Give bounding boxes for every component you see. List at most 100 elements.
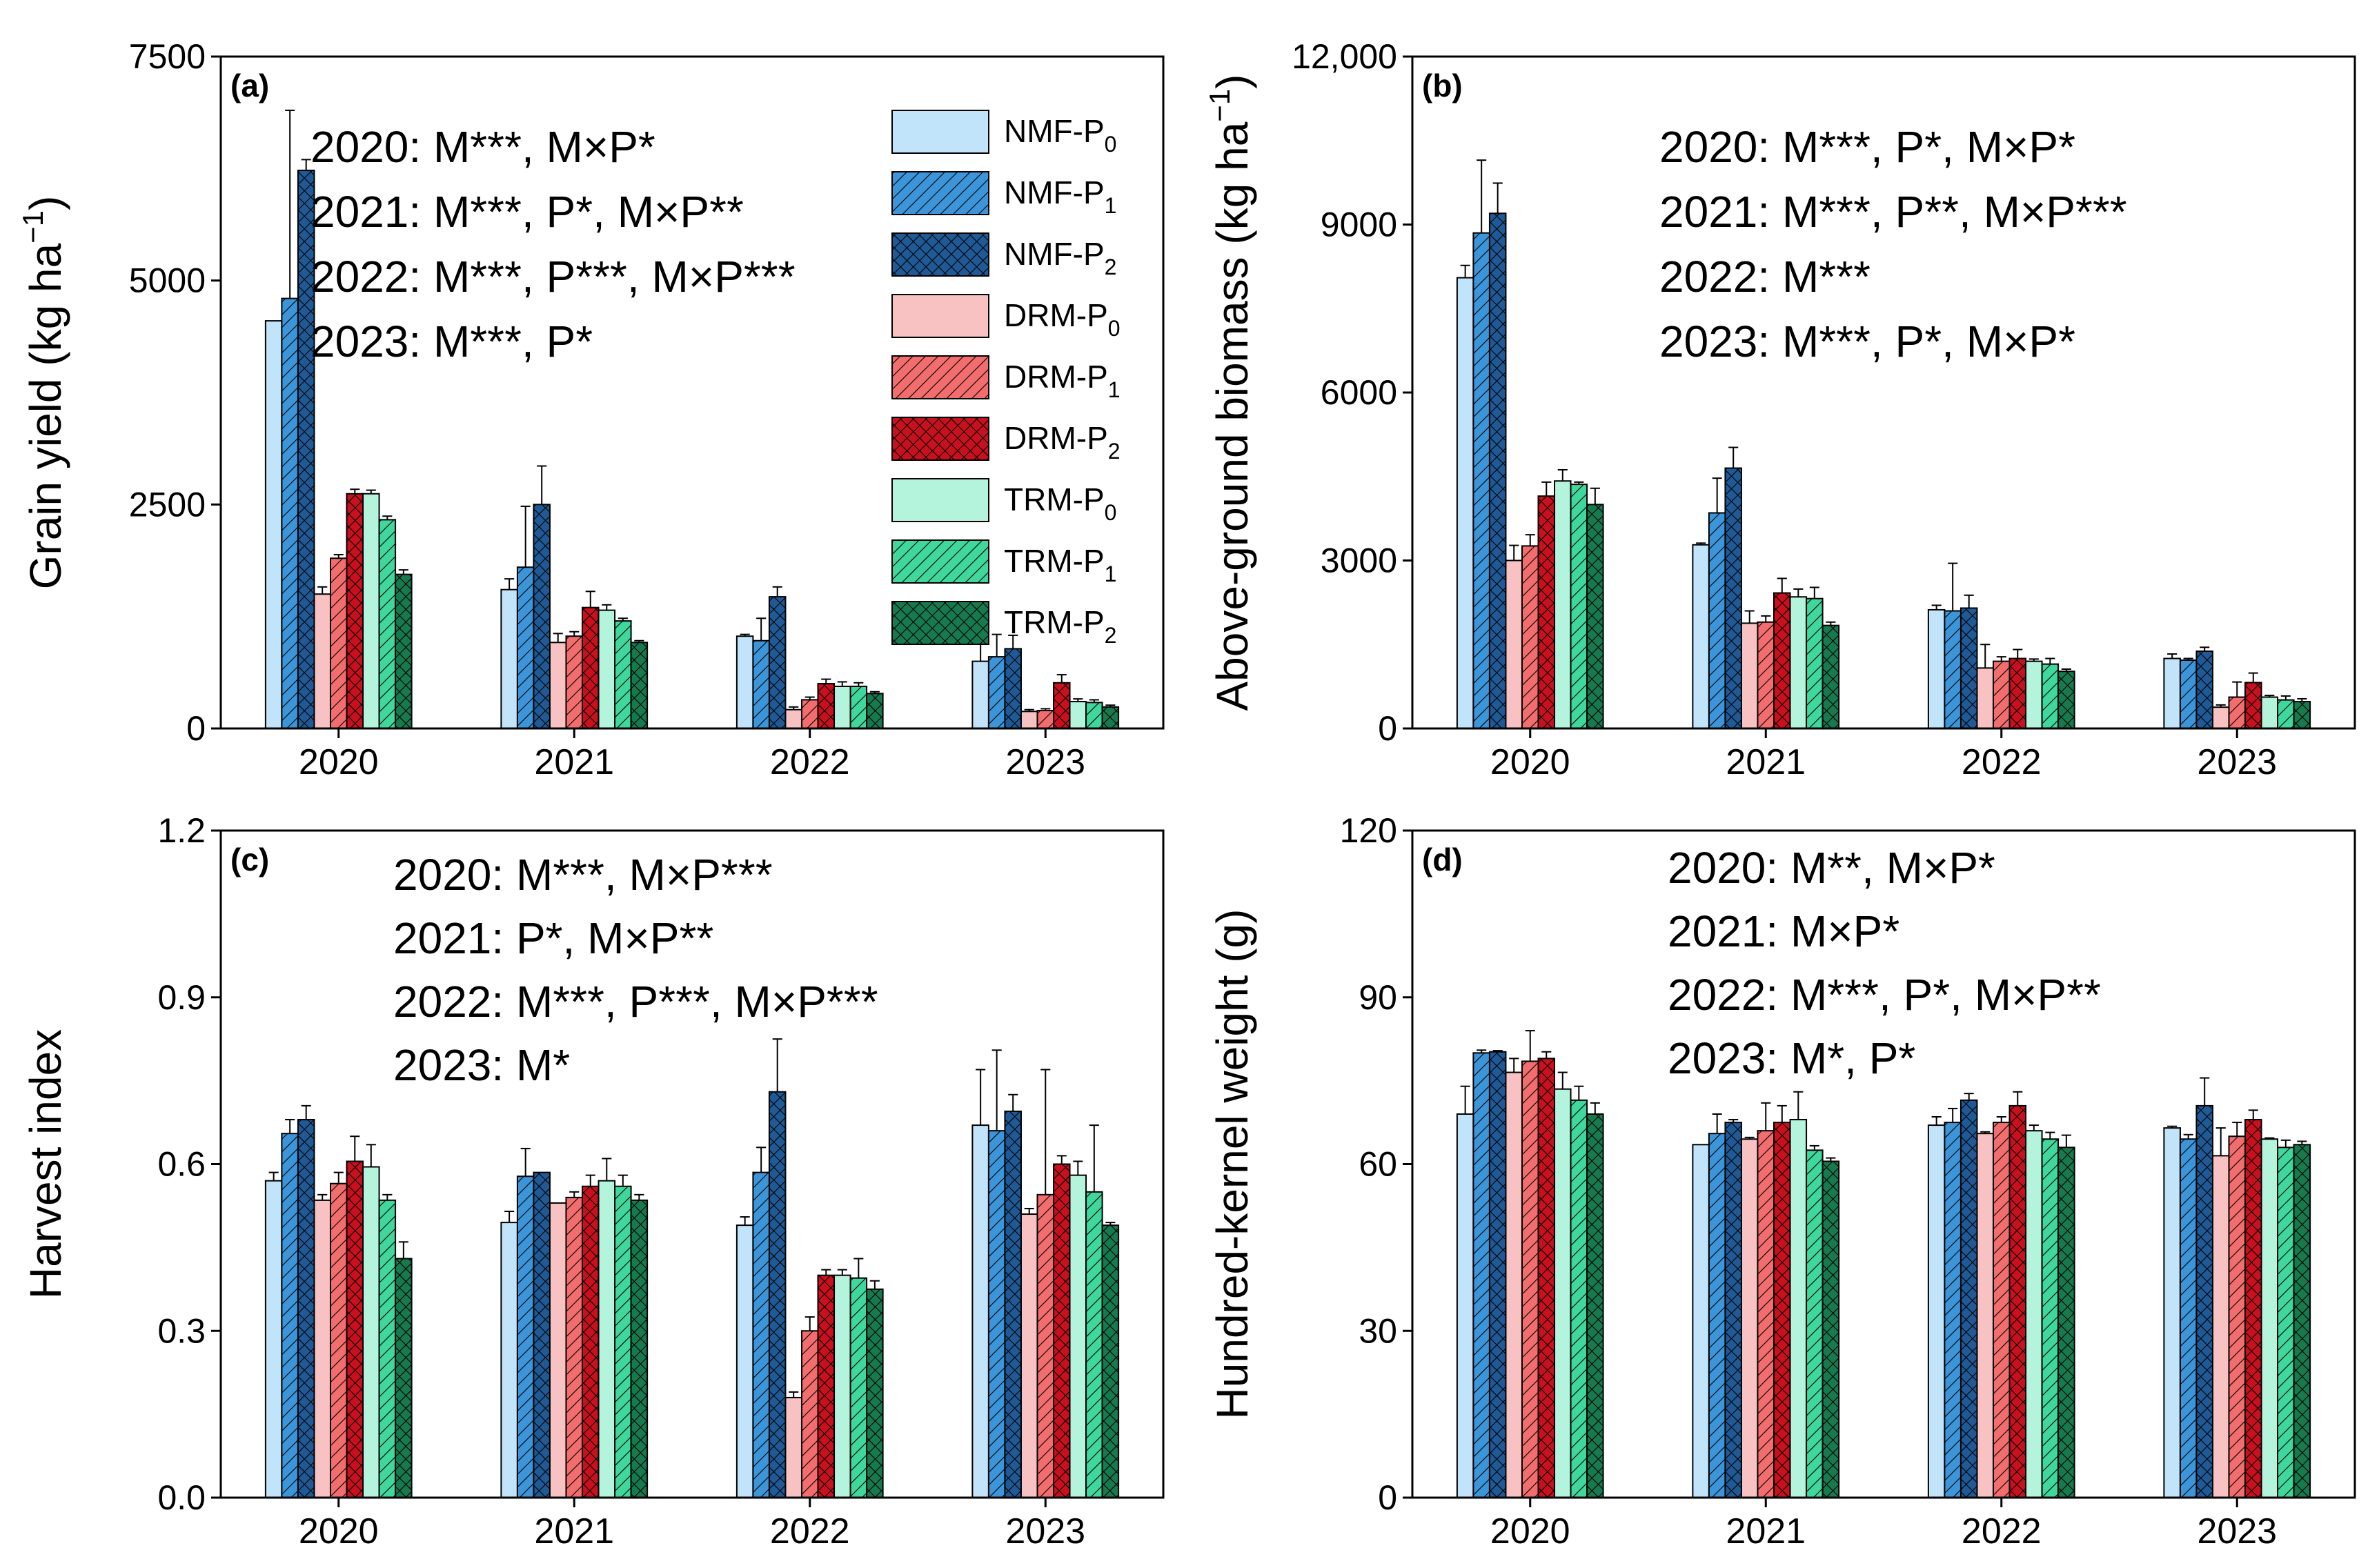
bar-hatch — [753, 1172, 769, 1498]
bar-hatch — [1054, 1164, 1070, 1498]
legend-swatch-hatch — [892, 172, 989, 215]
bar-hatch — [1538, 496, 1555, 728]
legend-label-DRM-P0: DRM-P0 — [1004, 297, 1121, 341]
bar-hatch — [1806, 598, 1823, 728]
bar-b-TRM-P0-2021 — [1789, 596, 1808, 730]
bar-hatch — [1489, 213, 1506, 728]
bar-b-TRM-P0-2020 — [1554, 480, 1572, 729]
bar-hatch — [1993, 661, 2010, 728]
bar-b-NMF-P0-2021 — [1692, 544, 1710, 729]
bar-hatch — [1993, 1122, 2010, 1498]
bar-c-NMF-P0-2021 — [500, 1222, 518, 1499]
bar-hatch — [1538, 1058, 1555, 1498]
bar-hatch — [1521, 546, 1539, 728]
x-tick-label-b: 2022 — [1962, 742, 2042, 782]
x-tick-label-b: 2020 — [1490, 742, 1570, 782]
bar-a-DRM-P0-2021 — [549, 642, 567, 729]
y-tick-label-d: 120 — [1340, 811, 1397, 850]
legend-label-TRM-P1: TRM-P1 — [1004, 543, 1116, 586]
y-axis-label-b: Above-ground biomass (kg ha−1) — [1203, 74, 1257, 711]
bar-hatch — [379, 1200, 396, 1498]
bar-hatch — [1587, 504, 1603, 728]
panel-label-a: (a) — [230, 68, 269, 103]
bar-b-DRM-P0-2022 — [1976, 667, 1994, 730]
bar-hatch — [379, 519, 396, 728]
significance-note-a: 2021: M***, P*, M×P** — [310, 187, 744, 237]
bar-c-NMF-P0-2022 — [736, 1224, 754, 1499]
bar-hatch — [1570, 484, 1588, 728]
bar-hatch — [582, 1186, 599, 1498]
bar-c-TRM-P0-2023 — [1069, 1174, 1087, 1499]
y-tick-label-b: 12,000 — [1292, 37, 1397, 76]
legend-label-TRM-P2: TRM-P2 — [1004, 604, 1116, 648]
bar-hatch — [1774, 593, 1790, 728]
bar-hatch — [1086, 702, 1103, 728]
bar-hatch — [988, 657, 1005, 728]
bar-hatch — [1005, 648, 1021, 728]
legend-label-DRM-P2: DRM-P2 — [1004, 420, 1121, 464]
y-tick-label-d: 60 — [1359, 1145, 1397, 1184]
plot-frame-a — [219, 55, 1165, 730]
y-tick-label-c: 1.2 — [157, 811, 206, 850]
bar-hatch — [867, 693, 883, 728]
bar-hatch — [346, 1161, 364, 1498]
bar-a-TRM-P0-2021 — [598, 609, 616, 729]
panel-b: 0 3000 6000 9000 12,000 2020 2021 2022 2023 Above… — [1203, 37, 2356, 782]
y-axis-label-a: Grain yield (kg ha−1) — [17, 196, 70, 590]
x-tick-label-d: 2022 — [1962, 1511, 2042, 1551]
legend-label-DRM-P1: DRM-P1 — [1004, 359, 1121, 402]
x-tick-label-b: 2023 — [2197, 742, 2277, 782]
bar-hatch — [1102, 1225, 1119, 1498]
bar-a-TRM-P0-2020 — [362, 493, 380, 729]
bar-hatch — [801, 1331, 818, 1498]
bar-b-NMF-P0-2023 — [2163, 657, 2181, 730]
bar-hatch — [850, 686, 867, 728]
bar-d-NMF-P0-2020 — [1456, 1113, 1474, 1498]
bar-d-DRM-P0-2023 — [2211, 1155, 2230, 1498]
panel-label-d: (d) — [1422, 842, 1463, 877]
bar-hatch — [2058, 671, 2075, 728]
bar-c-DRM-P0-2020 — [313, 1199, 331, 1498]
bar-hatch — [631, 1200, 648, 1498]
bar-hatch — [566, 1197, 583, 1498]
bar-hatch — [2278, 1147, 2294, 1498]
bar-hatch — [1960, 1100, 1977, 1498]
bar-c-TRM-P0-2020 — [362, 1166, 380, 1498]
bar-hatch — [533, 1172, 550, 1498]
bar-c-NMF-P0-2020 — [264, 1180, 283, 1499]
significance-note-b: 2020: M***, P*, M×P* — [1659, 122, 2075, 172]
bar-hatch — [1806, 1150, 1823, 1498]
bar-hatch — [1473, 1053, 1490, 1498]
bar-hatch — [1960, 608, 1977, 728]
bar-hatch — [2009, 1105, 2026, 1498]
legend-swatch-TRM-P0 — [891, 478, 989, 522]
bar-hatch — [867, 1289, 883, 1498]
legend-label-TRM-P0: TRM-P0 — [1004, 482, 1116, 525]
y-axis-label-c: Harvest index — [21, 1029, 70, 1299]
legend-swatch-hatch — [892, 356, 989, 399]
bar-a-DRM-P0-2022 — [784, 708, 802, 730]
y-tick-label-c: 0.6 — [157, 1145, 206, 1184]
panel-d: 0 30 60 90 120 2020 2021 2022 2023 Hundred-kernel… — [1207, 811, 2356, 1551]
x-tick-label-c: 2021 — [534, 1511, 614, 1551]
bar-hatch — [346, 493, 364, 728]
bar-b-DRM-P0-2020 — [1505, 559, 1523, 729]
bar-d-NMF-P0-2023 — [2163, 1127, 2181, 1498]
x-tick-label-c: 2020 — [299, 1511, 379, 1551]
bar-hatch — [850, 1278, 867, 1498]
bar-b-NMF-P0-2020 — [1456, 277, 1474, 729]
bar-hatch — [2058, 1147, 2075, 1498]
bar-hatch — [1570, 1100, 1588, 1498]
bar-hatch — [330, 558, 347, 728]
bar-hatch — [517, 567, 534, 728]
bar-hatch — [1086, 1191, 1103, 1498]
legend-swatch-hatch — [892, 540, 989, 583]
bar-hatch — [2196, 651, 2213, 728]
bar-d-DRM-P0-2022 — [1976, 1133, 1994, 1499]
significance-note-a: 2020: M***, M×P* — [310, 122, 655, 172]
bar-a-NMF-P0-2023 — [971, 660, 989, 729]
bar-d-DRM-P0-2021 — [1740, 1138, 1759, 1499]
bar-hatch — [1822, 1161, 1839, 1498]
bar-hatch — [1725, 468, 1741, 728]
